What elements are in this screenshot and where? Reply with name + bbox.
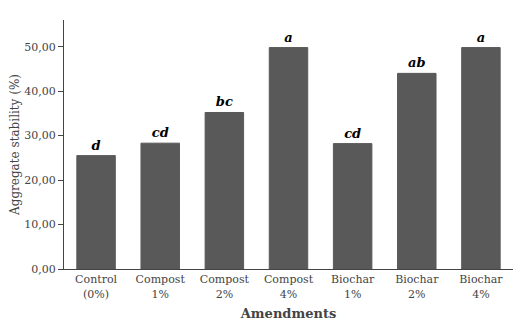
svg-text:cd: cd xyxy=(344,126,361,141)
svg-text:d: d xyxy=(92,138,101,153)
svg-text:bc: bc xyxy=(216,94,233,109)
svg-text:Compost1%: Compost1% xyxy=(136,273,186,300)
svg-text:0,00: 0,00 xyxy=(31,263,56,276)
svg-text:Biochar2%: Biochar2% xyxy=(395,273,439,300)
svg-text:ab: ab xyxy=(408,55,426,70)
svg-text:Control(0%): Control(0%) xyxy=(75,273,117,300)
svg-text:a: a xyxy=(477,30,485,45)
svg-text:Biochar4%: Biochar4% xyxy=(459,273,503,300)
svg-text:cd: cd xyxy=(152,125,169,140)
svg-text:Biochar1%: Biochar1% xyxy=(331,273,375,300)
svg-text:30,00: 30,00 xyxy=(24,129,56,142)
svg-text:Compost2%: Compost2% xyxy=(200,273,250,300)
svg-text:40,00: 40,00 xyxy=(24,85,56,98)
svg-text:Aggregate stability (%): Aggregate stability (%) xyxy=(8,74,22,216)
svg-text:Amendments: Amendments xyxy=(240,306,336,321)
svg-text:a: a xyxy=(284,30,292,45)
svg-text:50,00: 50,00 xyxy=(24,41,56,54)
svg-text:Compost4%: Compost4% xyxy=(264,273,314,300)
svg-text:20,00: 20,00 xyxy=(24,174,56,187)
svg-text:10,00: 10,00 xyxy=(24,218,56,231)
